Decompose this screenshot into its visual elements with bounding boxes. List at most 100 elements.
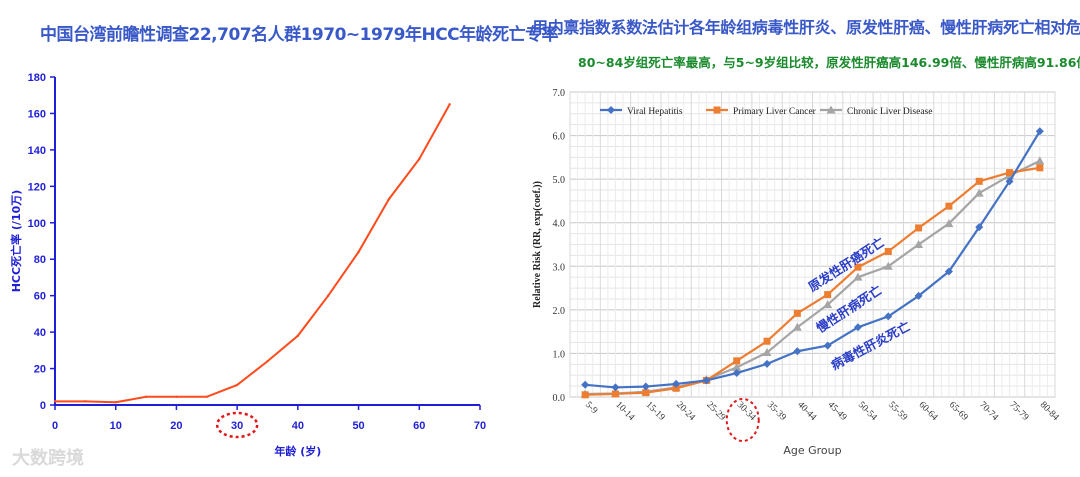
legend-marker-chronic-liver-disease: [826, 105, 836, 114]
hcc-data-point: [114, 401, 117, 404]
y-tick-label: 180: [28, 72, 46, 84]
hcc-data-point: [84, 400, 87, 403]
right-chart-panel: 用内禀指数系数法估计各年龄组病毒性肝炎、原发性肝癌、慢性肝病死亡相对危险性 80…: [520, 0, 1080, 477]
x-axis-label: Age Group: [783, 444, 841, 457]
y-tick-label: 2.0: [553, 306, 566, 317]
legend-label-viral-hepatitis: Viral Hepatitis: [627, 107, 683, 117]
primary-liver-cancer-point: [884, 247, 892, 255]
x-tick-label: 50: [352, 420, 364, 432]
x-axis-label: 年龄 (岁): [274, 444, 321, 458]
y-tick-label: 0.0: [553, 393, 566, 404]
left-chart-svg: 0 20 40 60 80 100 120 140 160 180 0 10 20 30 40 50 60 70 年…: [9, 72, 486, 458]
chronic-liver-disease-point: [883, 261, 893, 270]
right-chart-subtitle: 80~84岁组死亡率最高，与5~9岁组比较，原发性肝癌高146.99倍、慢性肝病…: [578, 55, 1080, 70]
y-tick-label: 7.0: [553, 88, 566, 99]
x-tick-label: 0: [52, 420, 58, 432]
viral-hepatitis-point: [672, 379, 681, 388]
chronic-liver-disease-point: [732, 362, 742, 371]
left-chart-title: 中国台湾前瞻性调查22,707名人群1970~1979年HCC年龄死亡专率: [40, 25, 559, 45]
viral-hepatitis-point: [1035, 127, 1044, 136]
y-tick-label: 60: [34, 291, 46, 303]
primary-liver-cancer-point: [945, 202, 953, 210]
x-tick-label: 30-34: [735, 400, 758, 423]
x-tick-label: 70: [474, 420, 486, 432]
primary-liver-cancer-line: [585, 166, 1041, 396]
y-tick-label: 80: [34, 254, 46, 266]
y-axis-label: HCC死亡率 (/10万): [9, 190, 23, 293]
hcc-data-point: [144, 395, 148, 398]
primary-liver-cancer-point: [581, 391, 589, 399]
viral-hepatitis-point: [823, 341, 832, 350]
x-tick-label: 60-64: [916, 400, 939, 423]
x-tick-label: 5-9: [583, 400, 599, 416]
hcc-data-point: [266, 360, 269, 363]
viral-hepatitis-line: [585, 130, 1041, 389]
viral-hepatitis-point: [702, 376, 711, 385]
legend-label-primary-liver-cancer: Primary Liver Cancer: [733, 107, 817, 117]
primary-liver-cancer-point: [1036, 164, 1044, 172]
primary-liver-cancer-point: [824, 291, 832, 299]
primary-liver-cancer-point: [611, 390, 619, 398]
x-tick-label: 50-54: [856, 400, 879, 423]
y-tick-label: 4.0: [553, 219, 566, 230]
primary-liver-cancer-point: [854, 263, 862, 271]
primary-liver-cancer-point: [642, 389, 650, 397]
x-tick-label: 10: [110, 420, 122, 432]
right-chart-title: 用内禀指数系数法估计各年龄组病毒性肝炎、原发性肝癌、慢性肝病死亡相对危险性: [532, 18, 1080, 37]
chronic-liver-disease-point: [792, 322, 802, 331]
x-tick-label: 80-84: [1038, 400, 1061, 423]
y-tick-label: 100: [28, 218, 46, 230]
viral-hepatitis-point: [641, 382, 650, 391]
primary-liver-cancer-point: [763, 337, 771, 345]
hcc-data-point: [296, 334, 300, 337]
legend-label-chronic-liver-disease: Chronic Liver Disease: [847, 107, 932, 117]
x-tick-label: 60: [413, 420, 425, 432]
viral-hepatitis-point: [944, 267, 953, 276]
hcc-data-point: [387, 197, 391, 201]
hcc-data-point: [448, 103, 451, 106]
y-tick-label: 1.0: [553, 349, 566, 360]
y-tick-label: 40: [34, 327, 46, 339]
viral-hepatitis-point: [611, 383, 620, 392]
y-tick-label: 6.0: [553, 132, 566, 143]
y-tick-label: 3.0: [553, 262, 566, 273]
highlight-circle-30-34: [725, 398, 760, 442]
x-tick-label: 30: [231, 420, 243, 432]
x-tick-label: 15-19: [644, 400, 667, 423]
primary-liver-cancer-point: [733, 357, 741, 365]
x-tick-label: 25-29: [704, 400, 727, 423]
y-axis-label: Relative Risk (RR, exp(coef.)): [532, 181, 543, 308]
x-tick-label: 65-69: [947, 400, 970, 423]
hcc-mortality-line: [55, 103, 451, 404]
chronic-liver-disease-point: [762, 348, 772, 357]
viral-hepatitis-point: [853, 323, 862, 332]
viral-hepatitis-point: [914, 291, 923, 300]
chronic-liver-disease-point: [853, 272, 863, 281]
x-tick-label: 45-49: [826, 400, 849, 423]
y-tick-label: 5.0: [553, 175, 566, 186]
primary-liver-cancer-point: [975, 177, 983, 185]
y-tick-label: 140: [28, 145, 46, 157]
chronic-liver-disease-point: [823, 300, 833, 309]
hcc-data-point: [53, 400, 57, 403]
hcc-data-point: [235, 383, 239, 387]
primary-liver-cancer-point: [793, 309, 801, 317]
x-tick-label: 10-14: [613, 400, 636, 423]
x-tick-label: 70-74: [977, 400, 1000, 423]
hcc-data-point: [418, 157, 421, 161]
viral-hepatitis-point: [1005, 177, 1014, 186]
primary-liver-cancer-point: [1006, 169, 1014, 177]
chronic-liver-disease-point: [944, 219, 954, 228]
viral-hepatitis-point: [975, 223, 984, 232]
hcc-data-point: [357, 250, 360, 254]
x-tick-label: 40-44: [795, 400, 818, 423]
chronic-liver-disease-point: [914, 240, 924, 248]
x-tick-label: 75-79: [1007, 400, 1030, 423]
y-tick-label: 0: [40, 400, 46, 412]
viral-hepatitis-point: [793, 347, 802, 356]
viral-hepatitis-point: [581, 380, 590, 389]
y-tick-label: 160: [28, 108, 46, 120]
viral-hepatitis-point: [884, 312, 893, 321]
x-tick-label: 40: [292, 420, 304, 432]
right-chart-svg: 0.0 1.0 2.0 3.0 4.0 5.0 6.0 7.0 5-9 10-14 15-19 20-…: [532, 88, 1061, 457]
